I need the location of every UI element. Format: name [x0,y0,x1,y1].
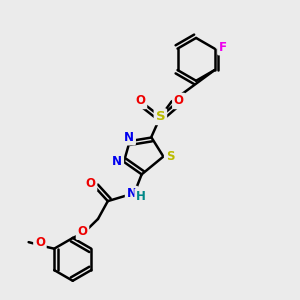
Text: N: N [112,155,122,168]
Text: O: O [174,94,184,107]
Text: N: N [124,131,134,144]
Text: S: S [156,110,165,123]
Text: H: H [136,190,146,203]
Text: O: O [136,94,146,107]
Text: N: N [127,188,136,200]
Text: O: O [35,236,45,249]
Text: S: S [166,150,174,163]
Text: F: F [219,41,227,54]
Text: O: O [77,225,88,238]
Text: O: O [85,177,96,190]
